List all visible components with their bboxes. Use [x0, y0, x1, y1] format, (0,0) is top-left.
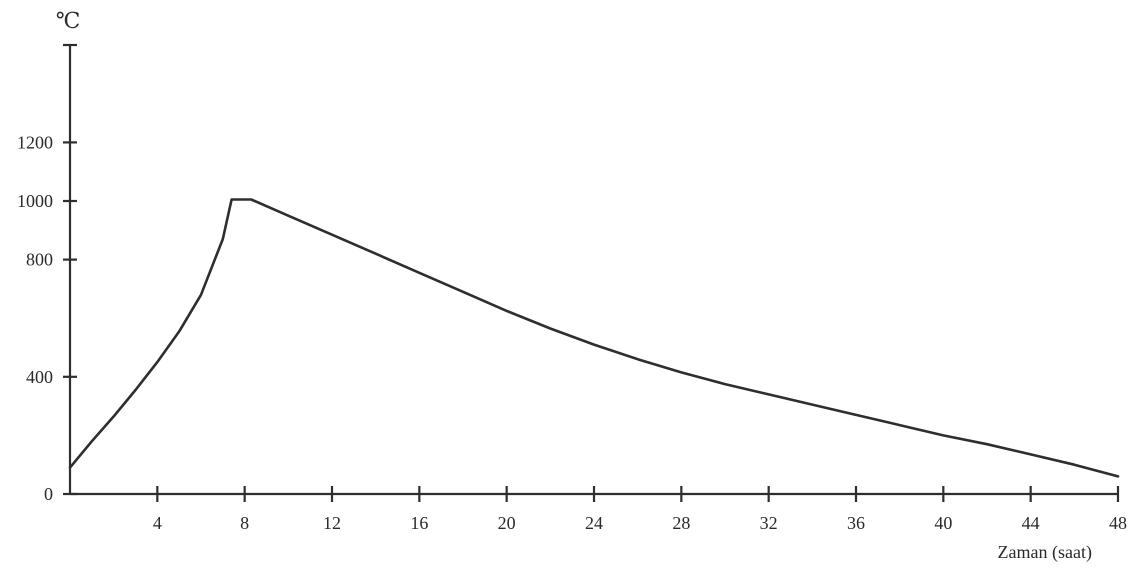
x-tick-label: 24 [585, 513, 603, 533]
x-tick-label: 8 [240, 513, 249, 533]
temperature-curve [68, 198, 1120, 478]
x-tick-label: 48 [1109, 513, 1127, 533]
x-tick-label: 36 [847, 513, 865, 533]
y-tick-label: 800 [26, 250, 53, 270]
x-tick-label: 28 [672, 513, 690, 533]
x-tick-label: 20 [498, 513, 516, 533]
y-ticks: 0 400 800 1000 1200 [17, 132, 77, 504]
series-group [68, 198, 1120, 478]
x-ticks: 4 8 12 16 20 24 28 32 36 40 44 48 [153, 486, 1127, 533]
axes [63, 43, 1118, 496]
y-tick-label: 400 [26, 367, 53, 387]
x-tick-label: 16 [410, 513, 428, 533]
x-axis-title: Zaman (saat) [998, 542, 1092, 563]
x-tick-label: 12 [323, 513, 341, 533]
y-axis-unit-label: ℃ [56, 8, 81, 33]
y-tick-label: 1000 [17, 191, 53, 211]
x-tick-label: 32 [760, 513, 778, 533]
x-tick-label: 4 [153, 513, 162, 533]
y-tick-label: 0 [44, 484, 53, 504]
y-tick-label: 1200 [17, 132, 53, 152]
x-tick-label: 44 [1022, 513, 1040, 533]
x-tick-label: 40 [934, 513, 952, 533]
